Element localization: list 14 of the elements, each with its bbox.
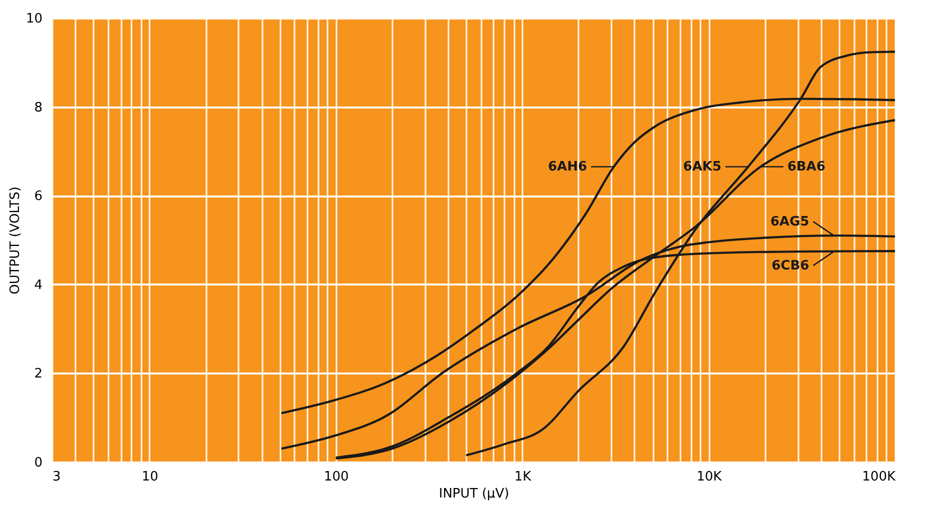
x-tick-label: 100	[324, 470, 349, 484]
x-tick-label: 1K	[514, 470, 532, 484]
x-tick-label: 10K	[696, 470, 722, 484]
y-tick-label: 8	[34, 100, 42, 116]
y-tick-label: 4	[34, 278, 42, 293]
x-tick-label: 100K	[862, 470, 896, 484]
y-tick-label: 0	[34, 456, 42, 470]
y-tick-label: 6	[34, 189, 42, 204]
y-tick-label: 2	[34, 366, 42, 382]
y-axis-title: OUTPUT (VOLTS)	[8, 186, 23, 294]
x-axis-title: INPUT (µV)	[438, 486, 510, 502]
x-tick-label: 10	[142, 470, 158, 484]
x-tick-label: 3	[52, 470, 61, 484]
y-tick-label: 10	[26, 12, 42, 26]
